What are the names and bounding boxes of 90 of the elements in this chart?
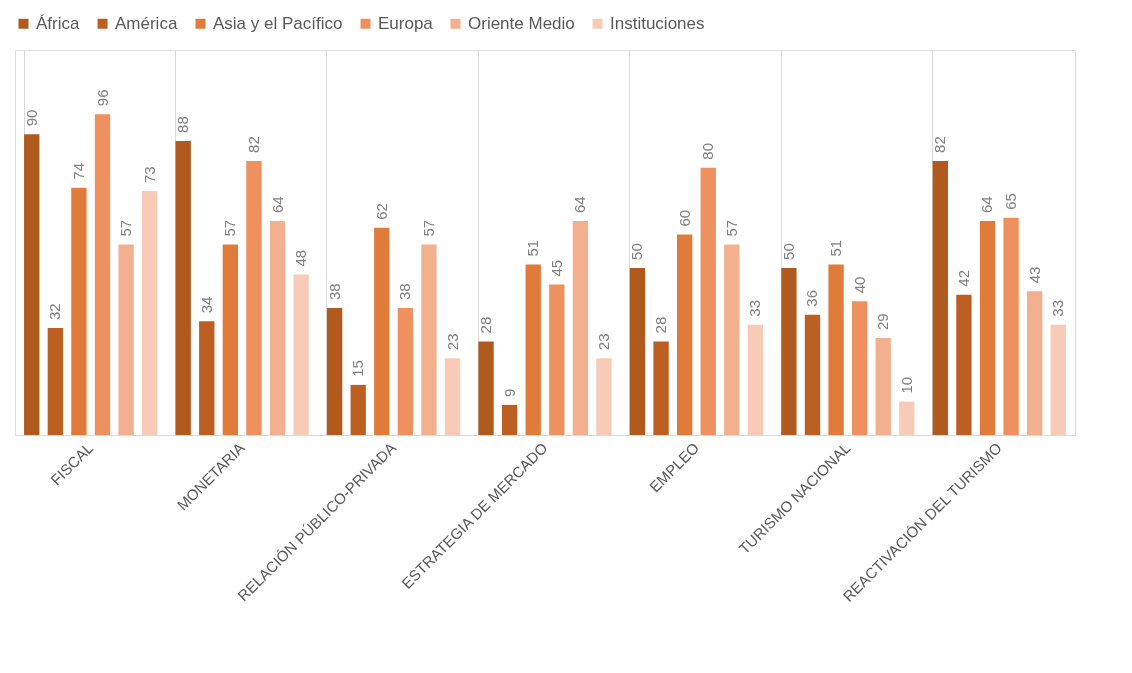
bar [653,341,669,435]
data-label: 73 [140,166,158,184]
bar [724,244,740,435]
bar [421,244,437,435]
data-label: 38 [396,283,414,300]
bar [979,221,996,435]
legend-label: Asia y el Pacífico [213,13,343,33]
data-label: 33 [746,300,764,317]
bar [828,264,844,435]
legend-label: América [115,13,178,33]
data-label: 96 [93,89,111,107]
bar [1050,324,1066,435]
data-label: 82 [931,136,949,153]
data-label: 57 [117,219,135,237]
data-label: 48 [292,249,310,267]
bar [875,338,891,435]
bar [932,160,948,435]
data-label: 50 [628,243,646,260]
bar [851,301,868,435]
data-label: 36 [803,290,821,307]
bar [246,160,262,435]
data-label: 65 [1002,193,1020,210]
data-label: 80 [699,142,717,160]
data-label: 57 [419,219,437,237]
legend-label: Europa [378,13,434,33]
bar [899,401,915,435]
data-label: 90 [22,109,40,127]
bar [94,114,111,435]
data-label: 64 [268,196,286,214]
bar [269,221,286,435]
bar [293,274,309,435]
data-label: 29 [874,313,892,331]
data-label: 42 [954,269,972,287]
bar [781,267,797,435]
data-label: 50 [779,243,797,260]
data-label: 51 [524,239,542,257]
data-label: 32 [46,303,64,321]
data-label: 64 [978,196,996,214]
data-label: 45 [547,259,565,277]
legend-label: Oriente Medio [468,13,575,33]
data-label: 15 [349,360,367,377]
bar [71,187,87,435]
data-label: 74 [69,163,87,180]
data-label: 88 [174,116,192,133]
data-label: 23 [594,333,612,351]
data-label: 9 [500,388,518,397]
bar [199,321,215,435]
bar [397,308,414,435]
legend-label: Instituciones [610,13,705,33]
bar [478,341,494,435]
data-label: 64 [571,196,589,214]
bar [747,324,764,435]
data-label: 60 [675,209,693,227]
bar [956,294,972,435]
bar [700,167,716,435]
data-label: 82 [244,136,262,153]
bar [350,384,366,435]
data-label: 23 [443,333,461,351]
data-label: 28 [477,316,495,334]
bar [501,404,518,435]
data-label: 10 [897,376,915,394]
bar [549,284,565,435]
bar [142,191,158,435]
legend-label: África [36,13,80,33]
data-label: 51 [827,239,845,257]
data-label: 38 [325,283,343,300]
data-label: 57 [722,219,740,237]
bar [444,358,461,435]
data-label: 33 [1049,300,1067,317]
bar [222,244,239,435]
data-label: 43 [1025,266,1043,284]
bar [525,264,541,435]
bar [676,234,693,435]
data-label: 40 [850,276,868,294]
bar [804,314,821,435]
data-label: 28 [652,316,670,334]
bar [596,358,612,435]
bar [1027,291,1043,435]
bar [1003,217,1019,435]
bar [572,221,589,435]
bar [24,134,40,435]
data-label: 34 [197,296,215,314]
bar [326,308,343,435]
data-label: 62 [372,203,390,220]
bar [374,227,390,435]
bar [118,244,134,435]
data-label: 57 [221,219,239,237]
bar [47,328,63,435]
bar [629,267,646,435]
bar [175,140,191,435]
